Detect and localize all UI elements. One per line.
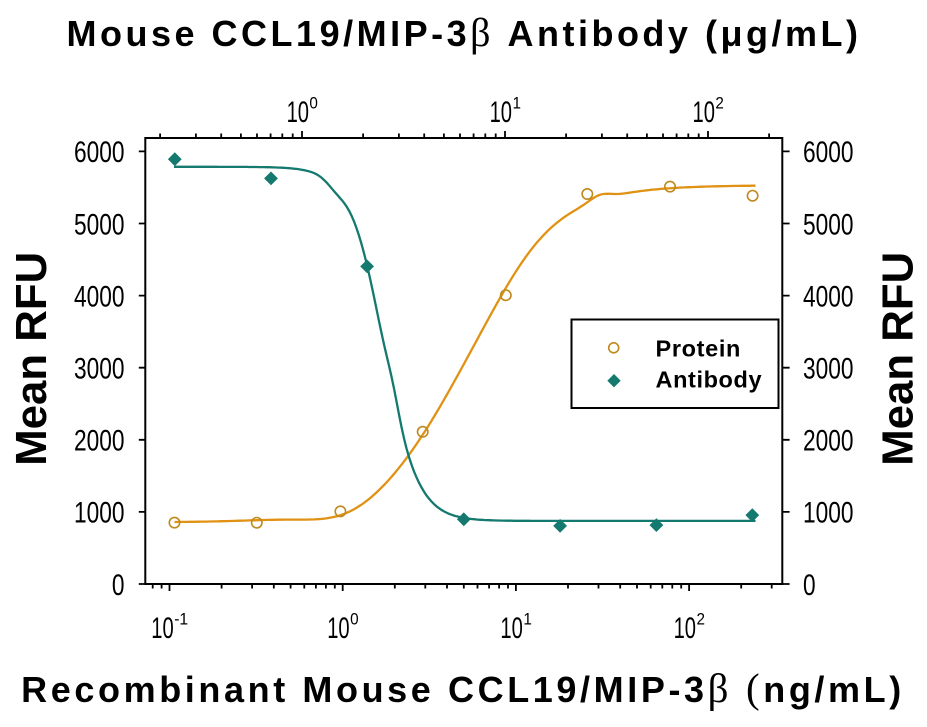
svg-text:0: 0 — [803, 569, 816, 602]
svg-text:10: 10 — [490, 96, 512, 129]
svg-text:Mouse CCL19/MIP-3β Antibody (μ: Mouse CCL19/MIP-3β Antibody (μg/mL) — [67, 10, 862, 55]
svg-text:0: 0 — [112, 569, 125, 602]
svg-text:Mean RFU: Mean RFU — [7, 252, 56, 466]
svg-text:Recombinant Mouse CCL19/MIP-3β: Recombinant Mouse CCL19/MIP-3β (ng/mL) — [21, 665, 905, 711]
svg-text:1000: 1000 — [803, 497, 854, 530]
svg-text:Antibody: Antibody — [656, 367, 763, 393]
svg-text:10: 10 — [287, 96, 309, 129]
svg-text:0: 0 — [309, 94, 318, 113]
svg-text:4000: 4000 — [74, 280, 125, 313]
svg-text:1: 1 — [513, 94, 522, 113]
svg-text:10: 10 — [674, 612, 696, 645]
svg-text:4000: 4000 — [803, 280, 854, 313]
svg-text:3000: 3000 — [74, 353, 125, 386]
svg-text:0: 0 — [350, 610, 359, 629]
svg-text:2000: 2000 — [803, 425, 854, 458]
svg-text:2000: 2000 — [74, 425, 125, 458]
svg-text:10: 10 — [151, 612, 173, 645]
svg-text:6000: 6000 — [803, 136, 854, 169]
svg-text:1: 1 — [523, 610, 532, 629]
svg-text:2: 2 — [715, 94, 724, 113]
svg-text:10: 10 — [693, 96, 715, 129]
svg-text:-1: -1 — [174, 610, 188, 629]
svg-text:1000: 1000 — [74, 497, 125, 530]
svg-text:2: 2 — [697, 610, 706, 629]
svg-text:6000: 6000 — [74, 136, 125, 169]
svg-text:Protein: Protein — [656, 336, 742, 362]
svg-text:3000: 3000 — [803, 353, 854, 386]
svg-text:10: 10 — [327, 612, 349, 645]
svg-text:Mean RFU: Mean RFU — [873, 252, 922, 466]
svg-text:10: 10 — [500, 612, 522, 645]
svg-text:5000: 5000 — [803, 208, 854, 241]
svg-text:5000: 5000 — [74, 208, 125, 241]
